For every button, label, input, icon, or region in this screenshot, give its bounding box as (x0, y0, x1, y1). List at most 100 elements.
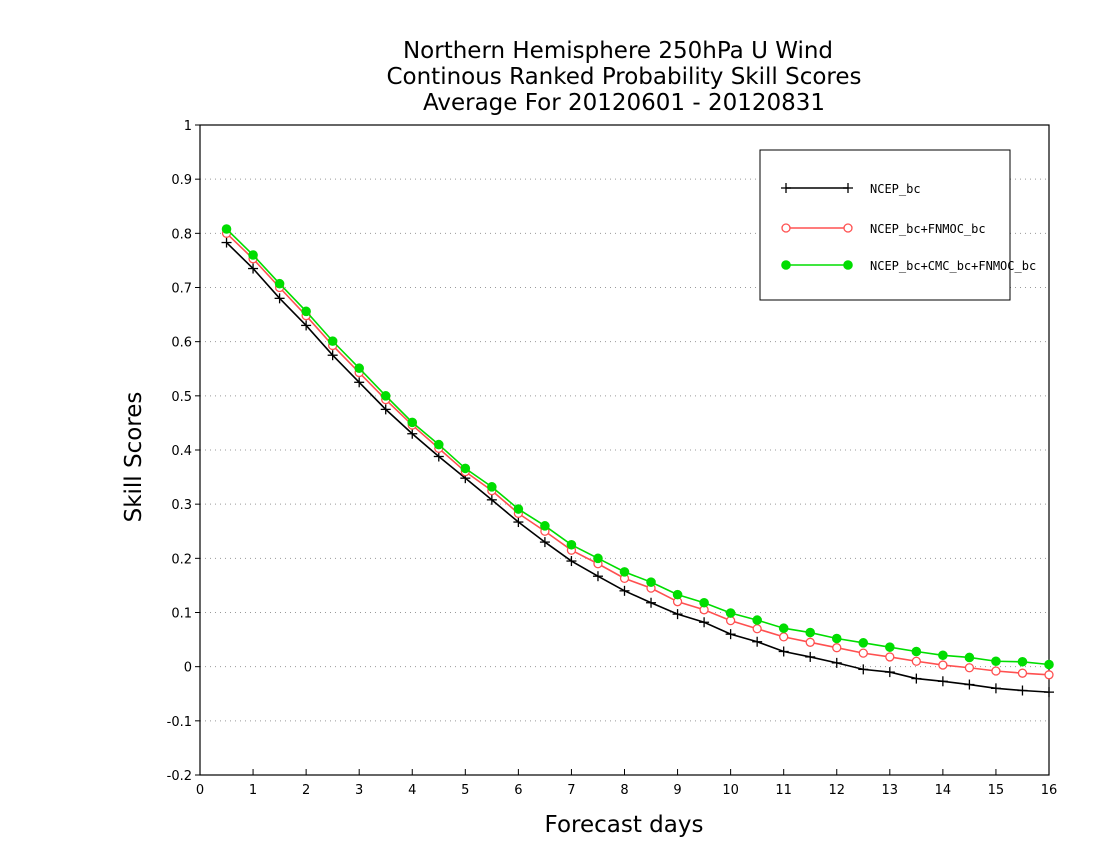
data-point (248, 250, 258, 260)
data-point (699, 617, 710, 628)
data-point (672, 609, 683, 620)
y-axis-label: Skill Scores (121, 392, 147, 523)
data-point (937, 676, 948, 687)
data-point (964, 652, 975, 663)
legend-label: NCEP_bc+CMC_bc+FNMOC_bc (870, 259, 1036, 273)
data-point (619, 567, 630, 577)
data-point (885, 642, 895, 652)
data-point (725, 608, 736, 618)
data-point (779, 632, 789, 642)
data-point (301, 320, 312, 331)
series-ncep-bc-cmc-bc-fnmoc-bc (221, 224, 1054, 670)
data-point (540, 521, 550, 531)
data-point (911, 673, 922, 684)
x-tick-label: 7 (567, 783, 575, 798)
data-point (460, 463, 471, 474)
legend-marker (781, 223, 791, 233)
y-tick-label: 0.4 (171, 444, 192, 459)
data-point (1044, 670, 1054, 680)
data-point (539, 537, 550, 548)
plot-frame (199, 124, 1050, 776)
data-point (566, 539, 577, 550)
y-tick-label: 0.3 (171, 498, 192, 513)
y-tick-label: 0.1 (171, 607, 192, 622)
data-point (805, 651, 816, 662)
y-tick-label: 0.8 (171, 227, 192, 242)
data-point (248, 263, 259, 274)
data-point (964, 663, 975, 673)
data-point (805, 627, 816, 638)
y-tick-label: 0 (184, 661, 192, 676)
data-point (911, 656, 921, 666)
data-point (1044, 687, 1054, 698)
y-tick-label: -0.2 (167, 769, 192, 784)
chart-title: Northern Hemisphere 250hPa U Wind Contin… (386, 38, 861, 116)
data-point (301, 306, 311, 317)
y-tick-label: 0.9 (171, 173, 192, 188)
x-tick-label: 12 (828, 783, 845, 798)
x-tick-label: 13 (882, 783, 899, 798)
data-point (752, 615, 762, 625)
x-tick-label: 11 (775, 783, 792, 798)
x-tick-label: 1 (249, 783, 257, 798)
legend-entry-ncep-bc-fnmoc-bc: NCEP_bc+FNMOC_bc (781, 222, 986, 236)
data-point (1017, 668, 1028, 678)
data-point (911, 646, 922, 657)
data-point (778, 623, 789, 634)
x-tick-label: 14 (935, 783, 952, 798)
data-point (831, 633, 842, 644)
data-point (752, 636, 763, 647)
data-point (354, 377, 365, 388)
data-point (858, 664, 869, 675)
data-point (274, 293, 285, 304)
data-point (619, 585, 630, 596)
title-line-2: Continous Ranked Probability Skill Score… (386, 64, 861, 90)
data-point (991, 656, 1001, 667)
legend-marker (781, 183, 791, 193)
data-point (593, 553, 603, 564)
tick-labels: -0.2-0.100.10.20.30.40.50.60.70.80.910 1 2… (167, 119, 1058, 798)
title-line-3: Average For 20120601 - 20120831 (423, 90, 825, 116)
legend-marker (843, 260, 853, 270)
data-point (407, 428, 418, 439)
data-point (964, 679, 975, 690)
y-tick-label: 1 (184, 119, 192, 134)
data-point (858, 638, 869, 648)
data-point (221, 224, 232, 234)
data-point (486, 494, 497, 505)
legend-entry-ncep-bc-cmc-bc-fnmoc-bc: NCEP_bc+CMC_bc+FNMOC_bc (781, 259, 1036, 273)
data-point (832, 643, 842, 653)
data-point (407, 417, 418, 428)
data-point (1017, 685, 1028, 696)
data-point (938, 660, 948, 670)
data-point (380, 391, 391, 401)
y-tick-label: -0.1 (167, 715, 192, 730)
y-tick-label: 0.6 (171, 336, 192, 351)
y-tick-label: 0.5 (171, 390, 192, 405)
data-point (672, 589, 683, 600)
data-point (513, 517, 524, 528)
data-point (884, 667, 895, 678)
data-point (885, 652, 895, 662)
x-tick-label: 4 (408, 783, 416, 798)
x-tick-label: 6 (514, 783, 522, 798)
data-point (513, 504, 524, 514)
data-point (699, 597, 709, 608)
data-point (646, 597, 657, 608)
x-tick-label: 15 (988, 783, 1005, 798)
data-point (991, 666, 1001, 676)
x-tick-label: 2 (302, 783, 310, 798)
data-point (327, 350, 338, 361)
legend-label: NCEP_bc (870, 182, 921, 196)
legend-marker (843, 183, 853, 193)
legend: NCEP_bc NCEP_bc+FNMOC_bc NCEP_bc+CMC_bc+FN… (759, 149, 1036, 301)
y-tick-label: 0.2 (171, 552, 192, 567)
title-line-1: Northern Hemisphere 250hPa U Wind (403, 38, 833, 64)
data-point (327, 336, 338, 346)
data-point (433, 439, 444, 450)
data-point (938, 650, 948, 661)
x-tick-label: 16 (1041, 783, 1058, 798)
data-point (487, 482, 497, 492)
series-ncep-bc (221, 237, 1054, 698)
